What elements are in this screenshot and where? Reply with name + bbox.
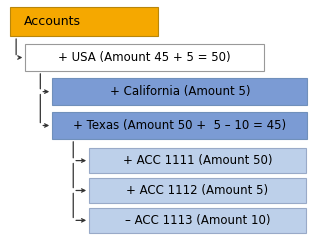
FancyBboxPatch shape: [89, 178, 306, 203]
Text: + USA (Amount 45 + 5 = 50): + USA (Amount 45 + 5 = 50): [58, 51, 231, 64]
FancyBboxPatch shape: [89, 148, 306, 173]
FancyBboxPatch shape: [25, 44, 264, 71]
FancyBboxPatch shape: [10, 7, 158, 36]
FancyBboxPatch shape: [52, 112, 307, 139]
Text: + ACC 1111 (Amount 50): + ACC 1111 (Amount 50): [123, 154, 272, 167]
Text: Accounts: Accounts: [24, 15, 81, 28]
Text: + Texas (Amount 50 +  5 – 10 = 45): + Texas (Amount 50 + 5 – 10 = 45): [73, 119, 286, 132]
Text: – ACC 1113 (Amount 10): – ACC 1113 (Amount 10): [125, 214, 270, 227]
FancyBboxPatch shape: [89, 208, 306, 233]
FancyBboxPatch shape: [52, 78, 307, 105]
Text: + California (Amount 5): + California (Amount 5): [110, 85, 250, 98]
Text: + ACC 1112 (Amount 5): + ACC 1112 (Amount 5): [126, 184, 268, 197]
